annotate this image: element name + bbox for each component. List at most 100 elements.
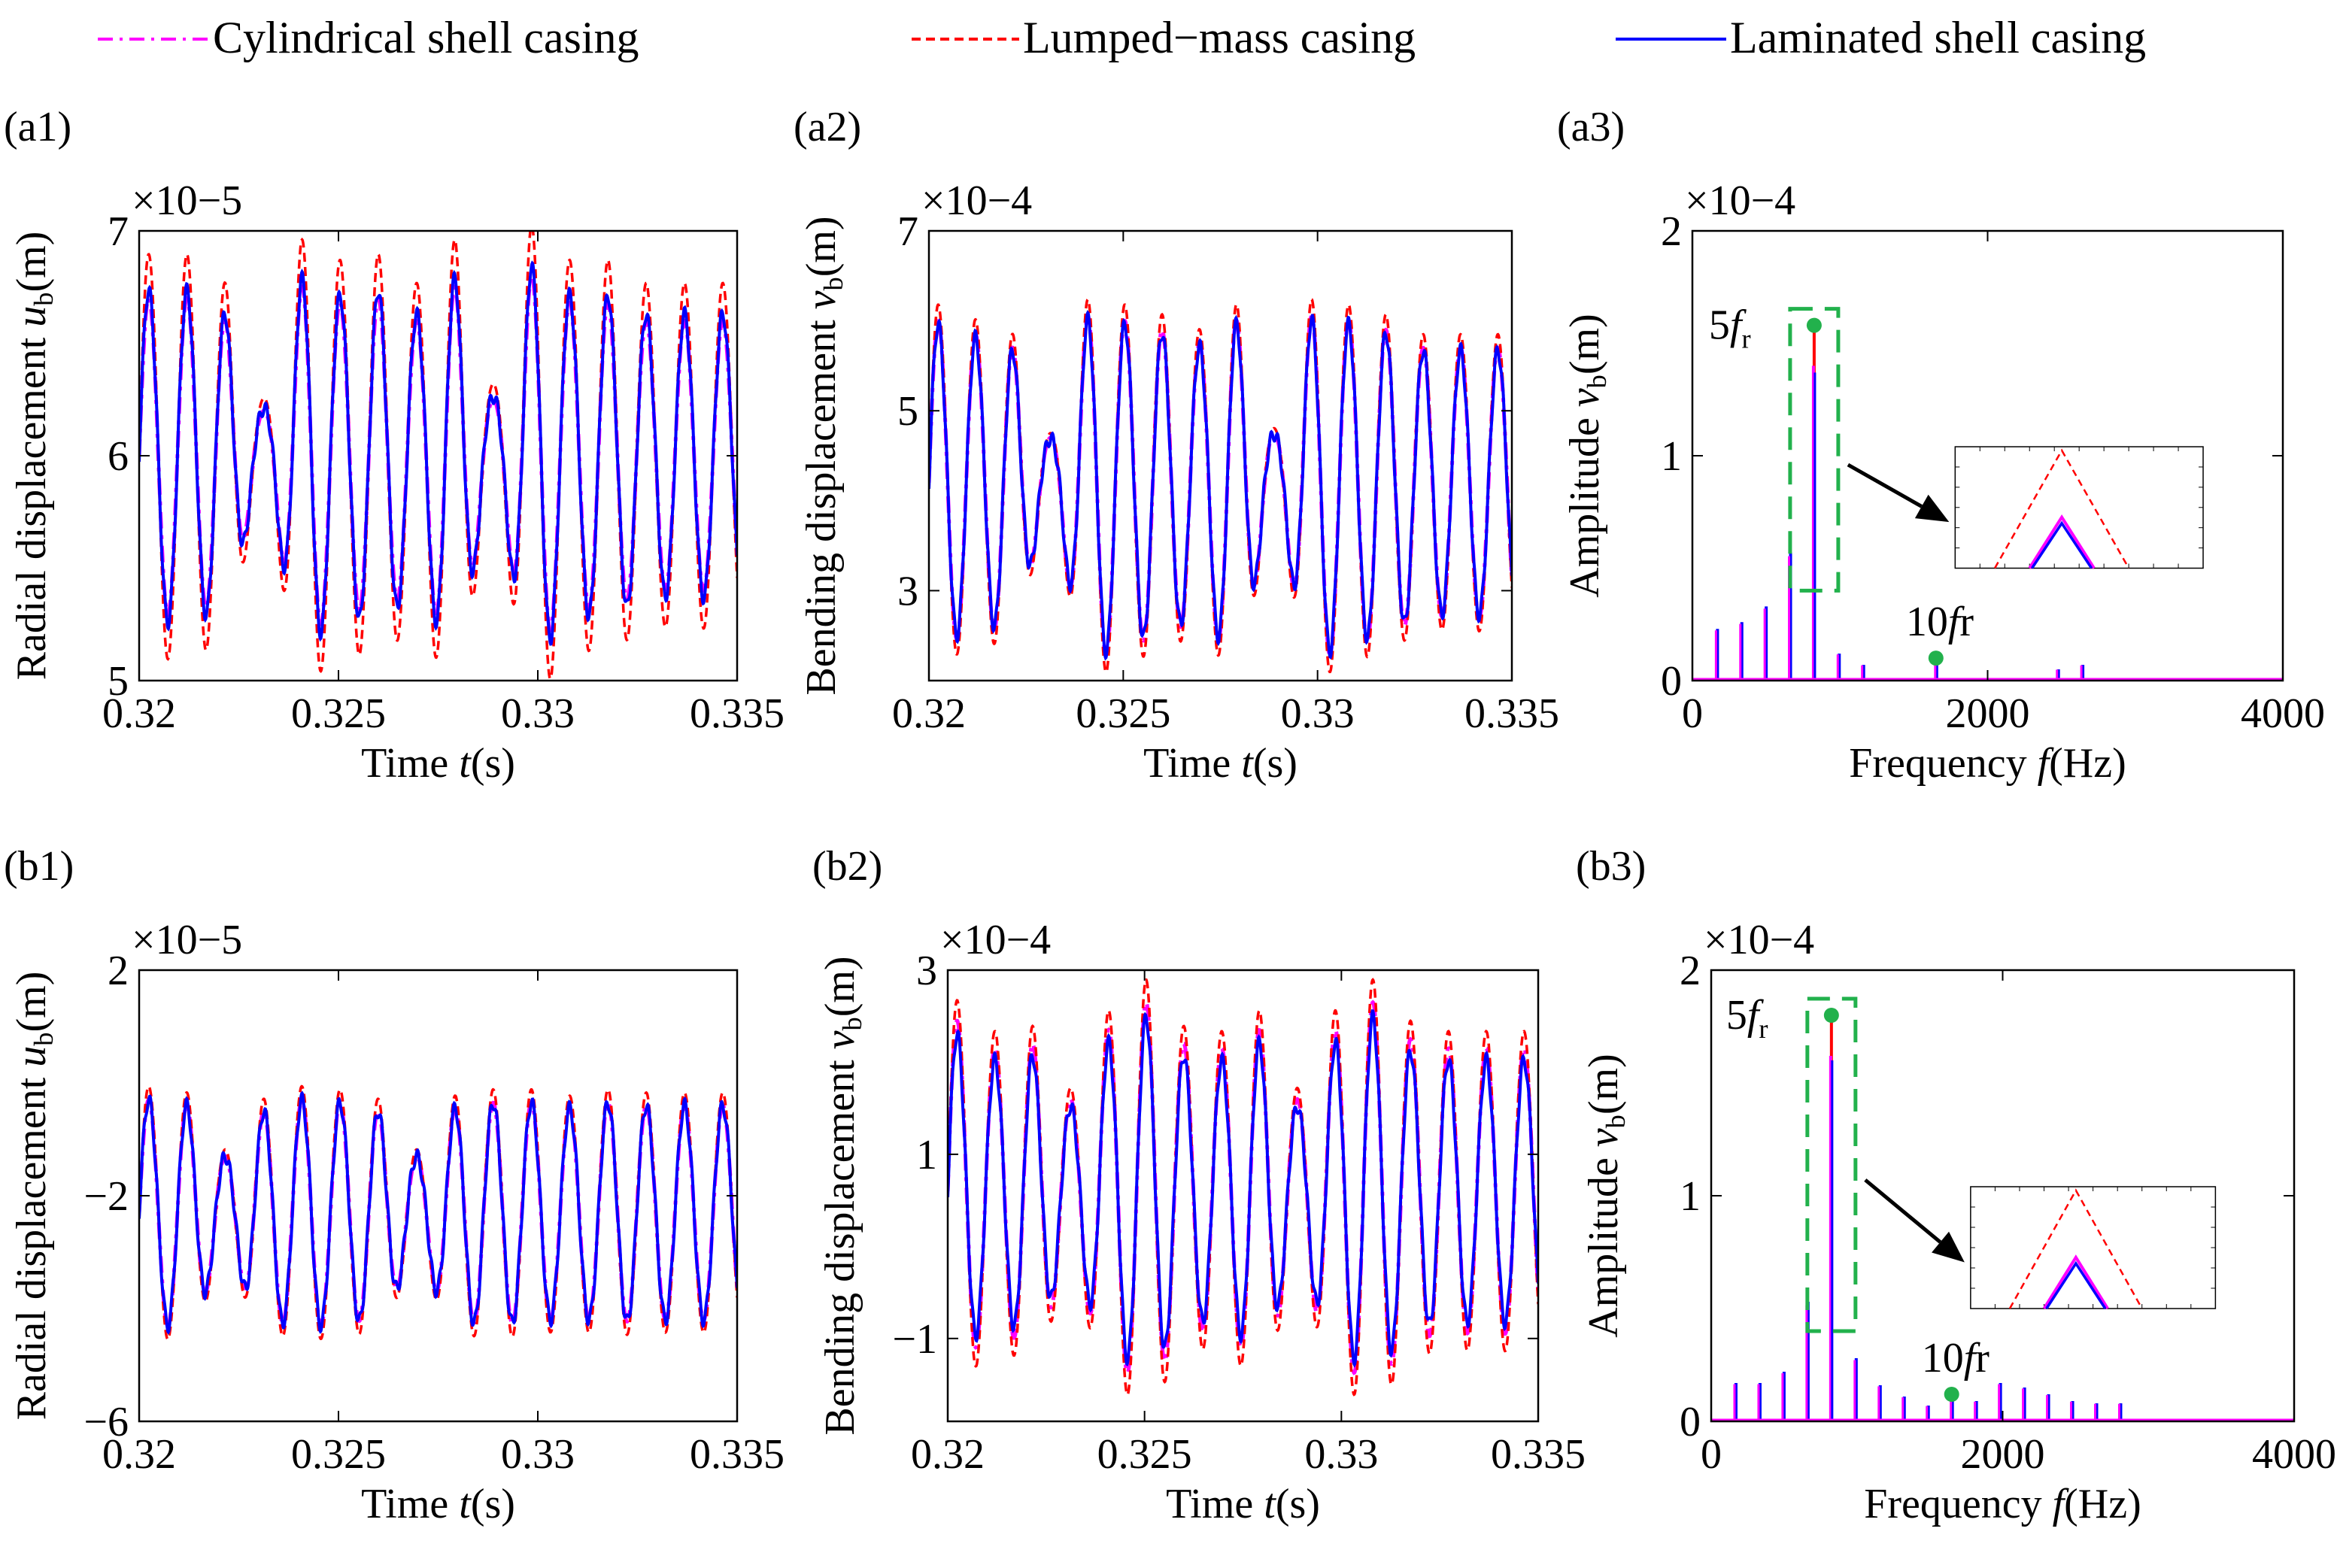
x-tick-label: 2000	[1946, 690, 2030, 737]
y-axis-label-part: b	[837, 1017, 867, 1030]
x-axis-label: Frequency f(Hz)	[1864, 1481, 2141, 1527]
x-tick-label: 0.33	[1281, 690, 1355, 737]
y-tick-label: 1	[1680, 1173, 1701, 1220]
annotation-label-part: 5	[1726, 992, 1747, 1039]
plot-content	[139, 231, 737, 681]
panel-a1: 0.32 0.325 0.33 0.335 5 6 7×10−5 (a1) Time t(s) R…	[4, 104, 785, 787]
plot-content	[139, 1084, 737, 1342]
y-tick-label: 3	[916, 948, 937, 994]
series-line-laminated	[948, 1008, 1538, 1368]
x-axis-label-part: (Hz)	[2064, 1481, 2141, 1527]
y-axis-label-part: (m)	[798, 216, 845, 277]
x-axis-label-part: (s)	[471, 740, 515, 787]
x-tick-label: 0	[1701, 1431, 1722, 1478]
y-tick-label: 5	[108, 658, 129, 705]
annotation-label-part: r	[1975, 1335, 1989, 1381]
y-axis-label: Amplitude vb(m)	[1580, 1054, 1631, 1337]
y-axis-label-part: (m)	[817, 956, 863, 1017]
panel-label: (a1)	[4, 104, 71, 150]
axis-exponent: ×10−5	[132, 177, 242, 224]
series-line-laminated	[139, 1090, 737, 1335]
x-tick-label: 0.335	[690, 1431, 785, 1478]
panel-label: (b1)	[4, 843, 74, 890]
x-tick-label: 0.325	[291, 690, 386, 737]
zoom-inset-laminated	[2045, 1260, 2107, 1309]
y-tick-label: −2	[83, 1173, 129, 1220]
zoom-box	[1788, 307, 1841, 593]
zoom-inset-lumped	[2008, 1188, 2143, 1309]
panel-label: (b3)	[1576, 843, 1646, 890]
annotation-label-10fr: 10fr	[1922, 1335, 1990, 1381]
y-axis-label: Radial displacement ub(m)	[8, 232, 59, 681]
axis-exponent: ×10−4	[940, 917, 1051, 963]
legend-label-lumped: Lumped−mass casing	[1023, 13, 1416, 62]
axes-frame	[927, 229, 1513, 682]
annotation-marker	[1928, 651, 1944, 666]
zoom-inset-cylindrical	[2042, 1254, 2109, 1310]
zoom-inset	[1954, 446, 2204, 569]
x-axis-label-part: Frequency	[1849, 740, 2037, 787]
x-tick-label: 0.33	[501, 1431, 575, 1478]
y-axis-label: Radial displacement ub(m)	[8, 972, 59, 1421]
x-axis-label-part: (s)	[1253, 740, 1297, 787]
y-tick-label: 0	[1661, 658, 1682, 705]
x-axis-label-part: (Hz)	[2049, 740, 2126, 787]
legend-label-laminated: Laminated shell casing	[1730, 13, 2146, 62]
zoom-arrow	[1864, 1178, 1942, 1244]
x-axis-label-part: (s)	[1276, 1481, 1320, 1527]
x-axis-label-part: Time	[1166, 1481, 1264, 1527]
y-tick-label: −1	[892, 1316, 937, 1363]
x-tick-label: 2000	[1961, 1431, 2045, 1478]
x-tick-label: 0	[1682, 690, 1703, 737]
y-axis-label-part: b	[818, 277, 848, 290]
legend: Cylindrical shell casing Lumped−mass cas…	[98, 13, 2146, 62]
zoom-box	[1805, 996, 1858, 1333]
y-axis-label-part: (m)	[1562, 314, 1608, 375]
panel-a2: 0.32 0.325 0.33 0.335 3 5 7×10−4 (a2) Time t(s) B…	[794, 104, 1559, 787]
x-axis-label-part: Frequency	[1864, 1481, 2052, 1527]
plot-content	[1711, 1015, 2294, 1421]
x-tick-label: 0.32	[911, 1431, 985, 1478]
panel-label: (b2)	[812, 843, 882, 890]
y-axis-label: Bending displacement vb(m)	[798, 216, 848, 695]
y-axis-label-part: v	[798, 290, 845, 309]
y-axis-label-part: b	[1601, 1115, 1631, 1128]
x-axis-label-part: t	[459, 1481, 472, 1527]
axes-frame	[946, 969, 1540, 1423]
annotation-label-part: r	[1741, 324, 1750, 354]
y-axis-label: Amplitude vb(m)	[1562, 314, 1612, 597]
zoom-inset-lumped	[1993, 448, 2130, 569]
annotation-label-part: 5	[1709, 302, 1730, 349]
series-line-laminated	[929, 310, 1512, 661]
annotation-marker	[1944, 1387, 1959, 1402]
x-axis-label: Time t(s)	[1143, 740, 1297, 787]
plot-content	[929, 297, 1512, 675]
x-axis-label-part: Time	[361, 1481, 459, 1527]
y-tick-label: 0	[1680, 1399, 1701, 1445]
y-axis-label-part: (m)	[8, 232, 55, 293]
panel-label: (a2)	[794, 104, 861, 150]
y-tick-label: 1	[916, 1132, 937, 1178]
y-axis-label-part: v	[1562, 388, 1608, 407]
x-axis-label-part: t	[459, 740, 472, 787]
y-tick-label: 2	[1680, 948, 1701, 994]
y-tick-label: −6	[83, 1399, 129, 1445]
panel-label: (a3)	[1557, 104, 1625, 150]
y-axis-label-part: u	[8, 306, 55, 327]
y-axis-label-part: Amplitude	[1580, 1147, 1627, 1338]
annotation-label-part: r	[1959, 599, 1974, 645]
y-axis-label-part: u	[8, 1046, 55, 1067]
annotation-label-part: 10	[1906, 599, 1948, 645]
annotation-label-5fr: 5fr	[1726, 992, 1768, 1044]
x-tick-label: 0.325	[1076, 690, 1170, 737]
y-axis-label-part: b	[29, 1033, 59, 1046]
x-axis-label-part: Time	[1143, 740, 1241, 787]
x-tick-label: 0.32	[102, 1431, 176, 1478]
zoom-inset-laminated	[2031, 520, 2093, 569]
annotation-label-part: r	[1759, 1014, 1768, 1044]
y-axis-label-part: v	[1580, 1128, 1627, 1147]
x-tick-label: 0.32	[892, 690, 966, 737]
y-axis-label-part: b	[29, 293, 59, 306]
panel-b1: 0.32 0.325 0.33 0.335 −6 −2 2×10−5 (b1) Time t(s…	[4, 843, 785, 1527]
